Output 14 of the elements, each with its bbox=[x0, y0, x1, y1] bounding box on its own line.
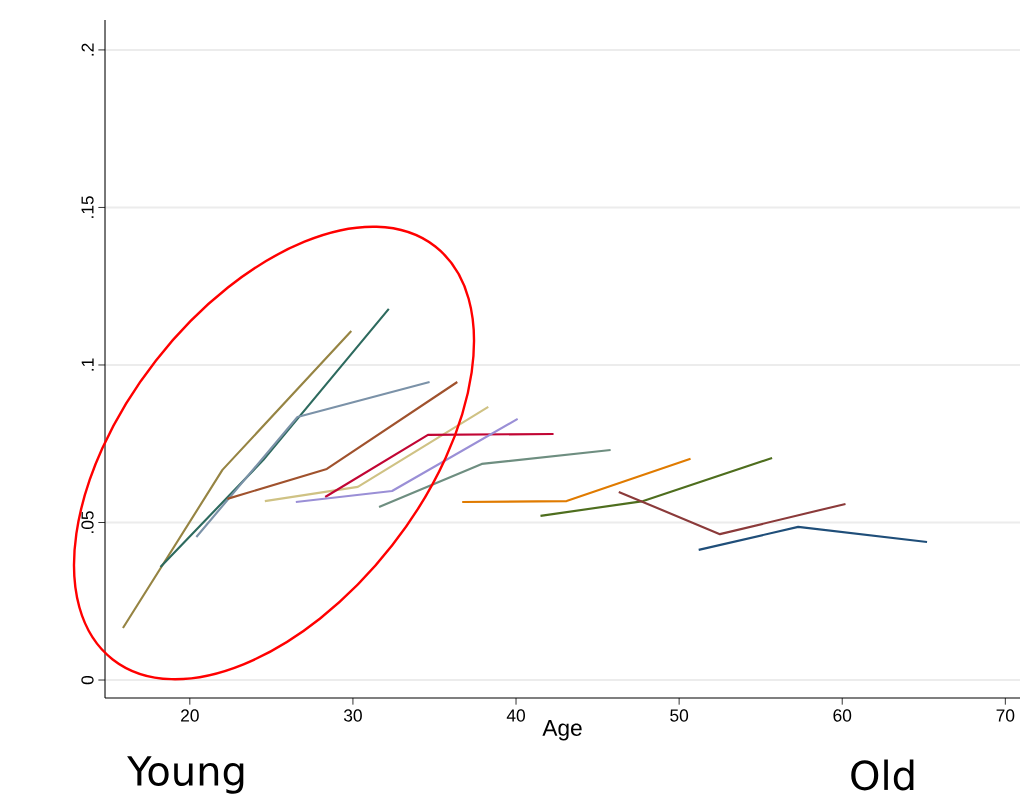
x-axis-title: Age bbox=[542, 720, 582, 741]
x-tick-label: 20 bbox=[181, 709, 199, 722]
y-tick-label: .05 bbox=[81, 511, 94, 533]
x-tick-label: 40 bbox=[506, 709, 525, 722]
y-tick-label: .2 bbox=[81, 43, 94, 56]
x-tick-label: 50 bbox=[670, 709, 689, 722]
y-tick-label: .1 bbox=[81, 358, 94, 371]
x-tick-label: 70 bbox=[996, 709, 1015, 722]
y-tick-label: 0 bbox=[81, 675, 94, 685]
text: Young bbox=[127, 756, 244, 794]
x-tick-label: 30 bbox=[343, 709, 362, 722]
text: Old bbox=[851, 759, 914, 791]
y-tick-label: .15 bbox=[81, 196, 94, 218]
x-tick-label: 60 bbox=[833, 709, 852, 722]
